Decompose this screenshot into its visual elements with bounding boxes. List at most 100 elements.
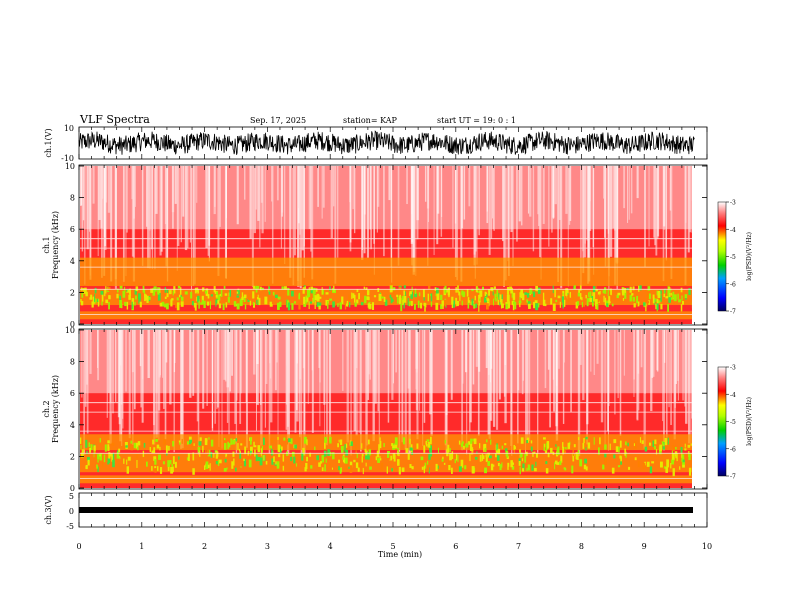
ch2-spec-cell bbox=[556, 448, 559, 455]
ch2-spec-cell bbox=[88, 442, 91, 448]
ch2-spec-streak bbox=[685, 330, 688, 424]
ch2-spec-cell bbox=[458, 466, 462, 472]
ch2-spec-cell bbox=[611, 467, 614, 472]
ch1-spec-cell bbox=[389, 294, 392, 299]
ch1-spec-cell bbox=[157, 292, 161, 301]
ch2-spec-cell bbox=[199, 437, 202, 441]
ch2-spec-cell bbox=[217, 459, 220, 467]
ch1-spec-cell bbox=[441, 300, 444, 307]
ch1-spec-streak bbox=[529, 166, 532, 217]
ch1-spec-streak bbox=[134, 166, 136, 207]
ch1-spec-streak bbox=[255, 166, 257, 210]
ch1-spec-cell bbox=[293, 301, 296, 304]
ch1-spec-streak bbox=[261, 166, 264, 234]
ch1-spec-streak bbox=[490, 166, 493, 239]
ch1-spec-streak bbox=[101, 166, 103, 278]
ch1-spec-streak bbox=[294, 166, 296, 256]
ch1-spec-cell bbox=[344, 303, 347, 310]
ch1-spec-cell bbox=[610, 294, 612, 302]
ch2-spec-cell bbox=[604, 457, 607, 466]
ch2-spec-streak bbox=[378, 330, 380, 454]
ch2-spec-streak bbox=[86, 330, 89, 434]
ch2-spec-cell bbox=[447, 458, 451, 465]
ch3-waveform-panel: 5 0 -5 ch.3(V) bbox=[44, 492, 708, 531]
ch1-spec-cell bbox=[660, 303, 663, 310]
ch2-spec-cell bbox=[243, 459, 247, 467]
ch1-spec-cell bbox=[97, 298, 100, 307]
ch1-spec-cell bbox=[243, 294, 247, 298]
ch1-spec-cell bbox=[455, 304, 457, 307]
ch2-spec-streak bbox=[115, 330, 117, 402]
ch2-spec-cell bbox=[620, 461, 622, 465]
ch1-spec-streak bbox=[213, 166, 216, 215]
ch1-spec-cell bbox=[166, 303, 169, 310]
ch1-spec-streak bbox=[508, 166, 510, 276]
ch2-spec-cell bbox=[244, 446, 247, 455]
ch1-spec-cell bbox=[134, 301, 136, 306]
ch1-spec-cell bbox=[589, 291, 592, 300]
ch1-spec-cell bbox=[629, 286, 632, 293]
ch1-spec-cell bbox=[456, 300, 459, 307]
ch1-spec-streak bbox=[410, 166, 414, 244]
ch2-spec-cell bbox=[458, 440, 461, 445]
ch2-spec-cell bbox=[560, 455, 563, 463]
ch1-spec-cell bbox=[459, 293, 461, 302]
ch2-spec-cell bbox=[587, 442, 591, 449]
ch1-spec-cell bbox=[599, 290, 601, 295]
ch2-spec-streak bbox=[218, 330, 220, 447]
ch1-spec-cell bbox=[128, 294, 131, 300]
ch2-spec-cell bbox=[367, 452, 370, 460]
ch2-spec-cell bbox=[430, 436, 432, 445]
ch1-spec-cell bbox=[236, 295, 240, 298]
ch2-spec-streak bbox=[211, 330, 214, 431]
ch2-spec-cell bbox=[624, 441, 627, 446]
ch2-spec-cell bbox=[469, 453, 471, 462]
ch2-spec-streak bbox=[119, 330, 122, 442]
ch1-spec-cell bbox=[657, 300, 661, 304]
ch2-spec-streak bbox=[423, 330, 426, 423]
ch2-spec-cell bbox=[279, 445, 281, 453]
ch1-spec-cell bbox=[81, 292, 84, 298]
ch2-spec-cell bbox=[295, 463, 297, 467]
ch1-spec-cell bbox=[678, 299, 682, 303]
ch2-spec-cell bbox=[277, 436, 279, 440]
ch1-spec-cell bbox=[595, 286, 597, 289]
ch1-spec-cell bbox=[544, 303, 547, 307]
ch2-spec-cell bbox=[223, 468, 227, 472]
ch1-spec-streak bbox=[89, 166, 91, 225]
ch1-spec-cell bbox=[383, 296, 386, 302]
ch2-spec-streak bbox=[590, 330, 592, 372]
ch1-spec-cell bbox=[448, 290, 450, 298]
ch1-spec-cell bbox=[471, 288, 474, 292]
ch2-spec-cell bbox=[233, 458, 235, 466]
ch1-spec-cell bbox=[254, 286, 256, 290]
ch1-spec-cell bbox=[241, 292, 244, 300]
ch1-spec-cell bbox=[610, 288, 612, 296]
ch2-spec-cell bbox=[531, 464, 534, 471]
ch2-spec-cell bbox=[230, 438, 233, 445]
ch2-spec-streak bbox=[450, 330, 453, 400]
ch2-spec-cell bbox=[240, 463, 243, 467]
ch1-spec-cell bbox=[597, 294, 600, 303]
ch1-spec-cell bbox=[401, 295, 404, 303]
ch2-spec-streak bbox=[525, 330, 529, 441]
ch2-spec-cell bbox=[662, 446, 665, 450]
ch1-spec-cell bbox=[392, 291, 396, 296]
ch1-spec-cell bbox=[135, 286, 139, 292]
ch1-spec-streak bbox=[337, 166, 339, 258]
ch2-spec-cell bbox=[321, 467, 324, 472]
ch2-spec-cell bbox=[633, 443, 635, 447]
ch2-spec-streak bbox=[229, 330, 231, 392]
ch1-spec-cell bbox=[683, 298, 685, 305]
ch2-spec-cell bbox=[349, 461, 353, 468]
ch2-spec-streak bbox=[408, 330, 411, 454]
ch2-spec-cell bbox=[210, 452, 213, 458]
ch1-spec-cell bbox=[116, 288, 119, 293]
ch1-ylabel: ch.1(V) bbox=[44, 128, 53, 157]
ch2-spec-streak bbox=[173, 330, 175, 453]
ch1-spec-cell bbox=[403, 285, 406, 289]
ch2-spec-cell bbox=[684, 448, 687, 451]
ch1-spec-cell bbox=[360, 302, 364, 306]
ch1-spec-cell bbox=[680, 304, 683, 312]
ch1-spec-cell bbox=[166, 293, 169, 298]
